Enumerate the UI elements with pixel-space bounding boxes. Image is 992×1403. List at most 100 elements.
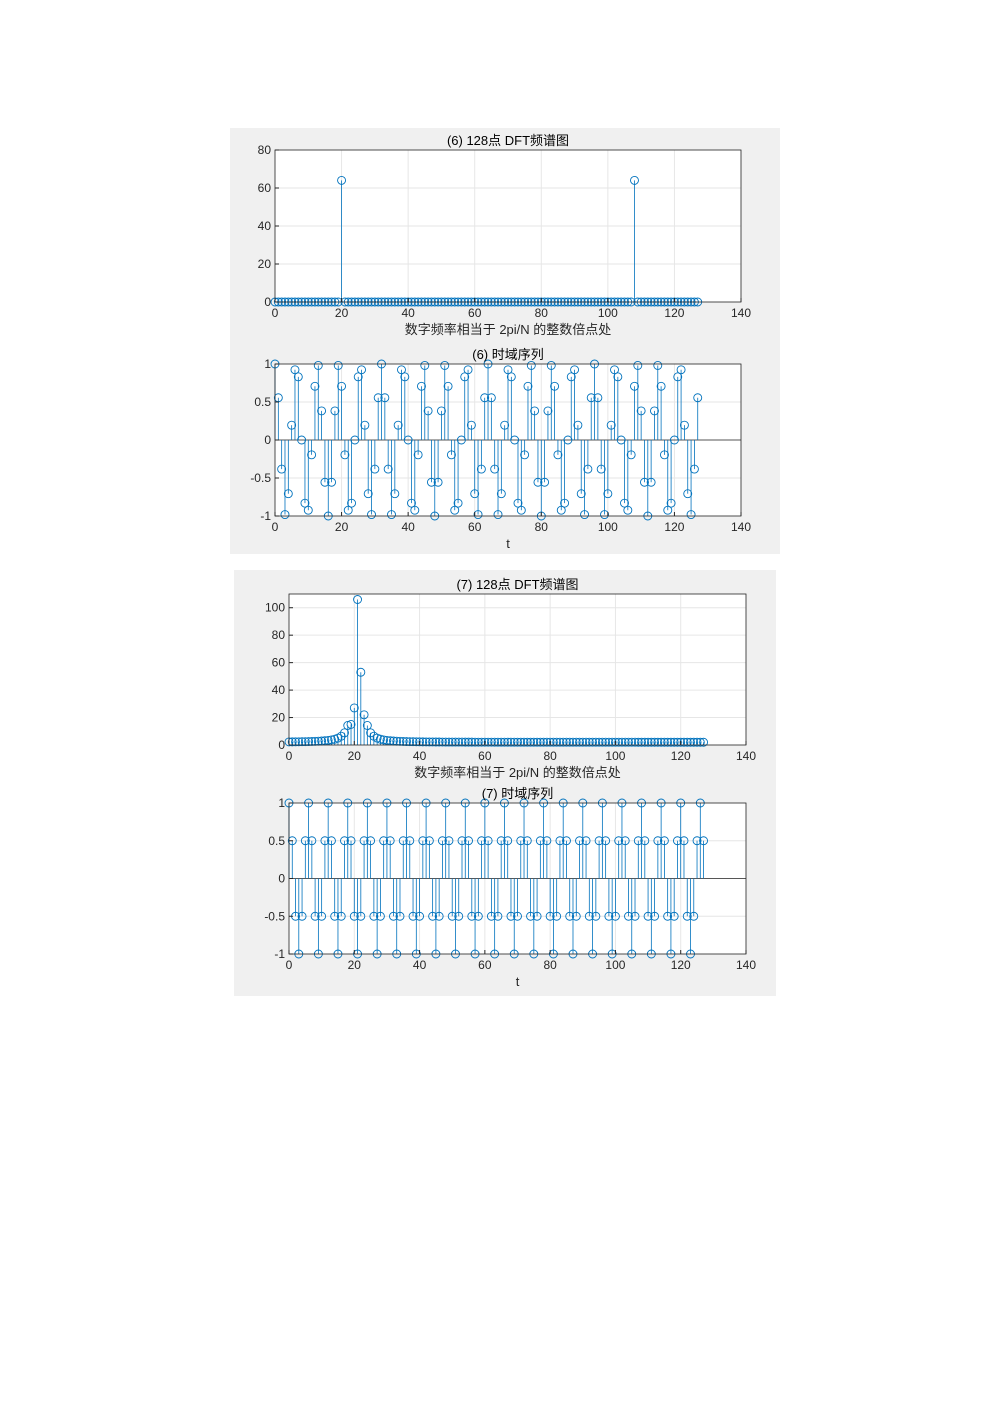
- stem-marker: [326, 735, 336, 745]
- stem-marker: [367, 510, 376, 520]
- stem-marker: [395, 911, 405, 921]
- stem-marker: [356, 667, 366, 677]
- stem-marker: [656, 381, 666, 391]
- stem-marker: [522, 836, 532, 846]
- stem-marker: [353, 372, 363, 382]
- stem-marker: [415, 911, 425, 921]
- stem-marker: [307, 836, 317, 846]
- stem-marker: [353, 595, 363, 604]
- x-tick-label: 120: [671, 958, 691, 972]
- stem-marker: [385, 836, 395, 846]
- stem-marker: [686, 737, 695, 747]
- stem-marker: [566, 372, 576, 382]
- stem-marker: [486, 393, 496, 403]
- stem-marker: [277, 464, 287, 474]
- stem-marker: [424, 836, 434, 846]
- stem-marker: [383, 464, 393, 474]
- stem-marker: [630, 381, 639, 391]
- stem-marker: [340, 728, 349, 738]
- stem-marker: [530, 406, 540, 416]
- stem-marker: [643, 737, 653, 747]
- x-tick-label: 100: [598, 306, 618, 320]
- x-tick-label: 100: [605, 749, 625, 763]
- stem-marker: [532, 911, 542, 921]
- stem-marker: [601, 737, 611, 747]
- stem-marker: [359, 710, 369, 720]
- stem-marker: [370, 464, 380, 474]
- stem-marker: [327, 477, 337, 487]
- stem-marker: [408, 737, 418, 747]
- x-tick-label: 40: [413, 749, 427, 763]
- stem-marker: [520, 450, 530, 460]
- stem-marker: [410, 505, 420, 515]
- stem-marker: [283, 489, 293, 499]
- stem-marker: [426, 477, 436, 487]
- stem-marker: [643, 911, 653, 921]
- stem-marker: [650, 911, 660, 921]
- y-tick-label: 80: [272, 628, 286, 642]
- x-tick-label: 40: [401, 306, 415, 320]
- stem-marker: [437, 737, 447, 747]
- x-tick-label: 60: [478, 749, 492, 763]
- stem-marker: [369, 911, 379, 921]
- stem-marker: [620, 498, 629, 508]
- stem-marker: [583, 464, 593, 474]
- stem-marker: [366, 836, 376, 846]
- stem-marker: [454, 911, 464, 921]
- stem-marker: [575, 836, 584, 846]
- stem-marker: [444, 737, 454, 747]
- x-tick-label: 100: [598, 520, 618, 534]
- stem-marker: [433, 477, 443, 487]
- y-tick-label: -0.5: [264, 909, 285, 923]
- stem-marker: [633, 737, 643, 747]
- stem-marker: [326, 836, 336, 846]
- stem-marker: [646, 477, 656, 487]
- stem-marker: [467, 737, 477, 747]
- x-tick-label: 100: [605, 958, 625, 972]
- stem-marker: [333, 360, 343, 370]
- stem-marker: [441, 737, 451, 747]
- stem-marker: [553, 450, 563, 460]
- stem-marker: [519, 737, 529, 747]
- stem-marker: [411, 737, 421, 747]
- stem-marker: [693, 393, 703, 403]
- y-tick-label: 1: [278, 796, 285, 810]
- stem-marker: [480, 393, 490, 403]
- stem-marker: [558, 737, 568, 747]
- stem-marker: [610, 911, 620, 921]
- axes-box: [288, 593, 747, 746]
- stem-marker: [424, 737, 434, 747]
- stem-marker: [633, 360, 643, 370]
- stem-marker: [503, 737, 513, 747]
- stem-marker: [477, 737, 487, 747]
- x-tick-label: 80: [543, 958, 557, 972]
- stem-marker: [513, 737, 522, 747]
- chart-title: (7) 时域序列: [482, 786, 554, 801]
- stem-marker: [437, 836, 447, 846]
- stem-marker: [610, 737, 620, 747]
- stem-marker: [591, 737, 601, 747]
- x-tick-label: 80: [543, 749, 557, 763]
- stem-marker: [692, 836, 702, 846]
- stem-marker: [540, 477, 550, 487]
- stem-marker: [350, 435, 360, 445]
- stem-marker: [630, 737, 640, 747]
- stem-marker: [571, 737, 581, 747]
- stem-marker: [575, 737, 584, 747]
- stem-marker: [563, 435, 573, 445]
- stem-marker: [473, 510, 483, 520]
- stem-marker: [463, 365, 473, 375]
- stem-marker: [616, 435, 626, 445]
- y-tick-label: 1: [264, 357, 271, 371]
- stem-marker: [646, 737, 656, 747]
- stem-marker: [545, 737, 555, 747]
- stem-marker: [636, 406, 646, 416]
- stem-marker: [379, 735, 389, 745]
- x-tick-label: 40: [401, 520, 415, 534]
- x-tick-label: 40: [413, 958, 427, 972]
- stem-marker: [398, 737, 408, 746]
- stem-marker: [389, 911, 398, 921]
- stem-marker: [653, 737, 663, 747]
- stem-marker: [637, 737, 646, 747]
- stem-marker: [317, 406, 327, 416]
